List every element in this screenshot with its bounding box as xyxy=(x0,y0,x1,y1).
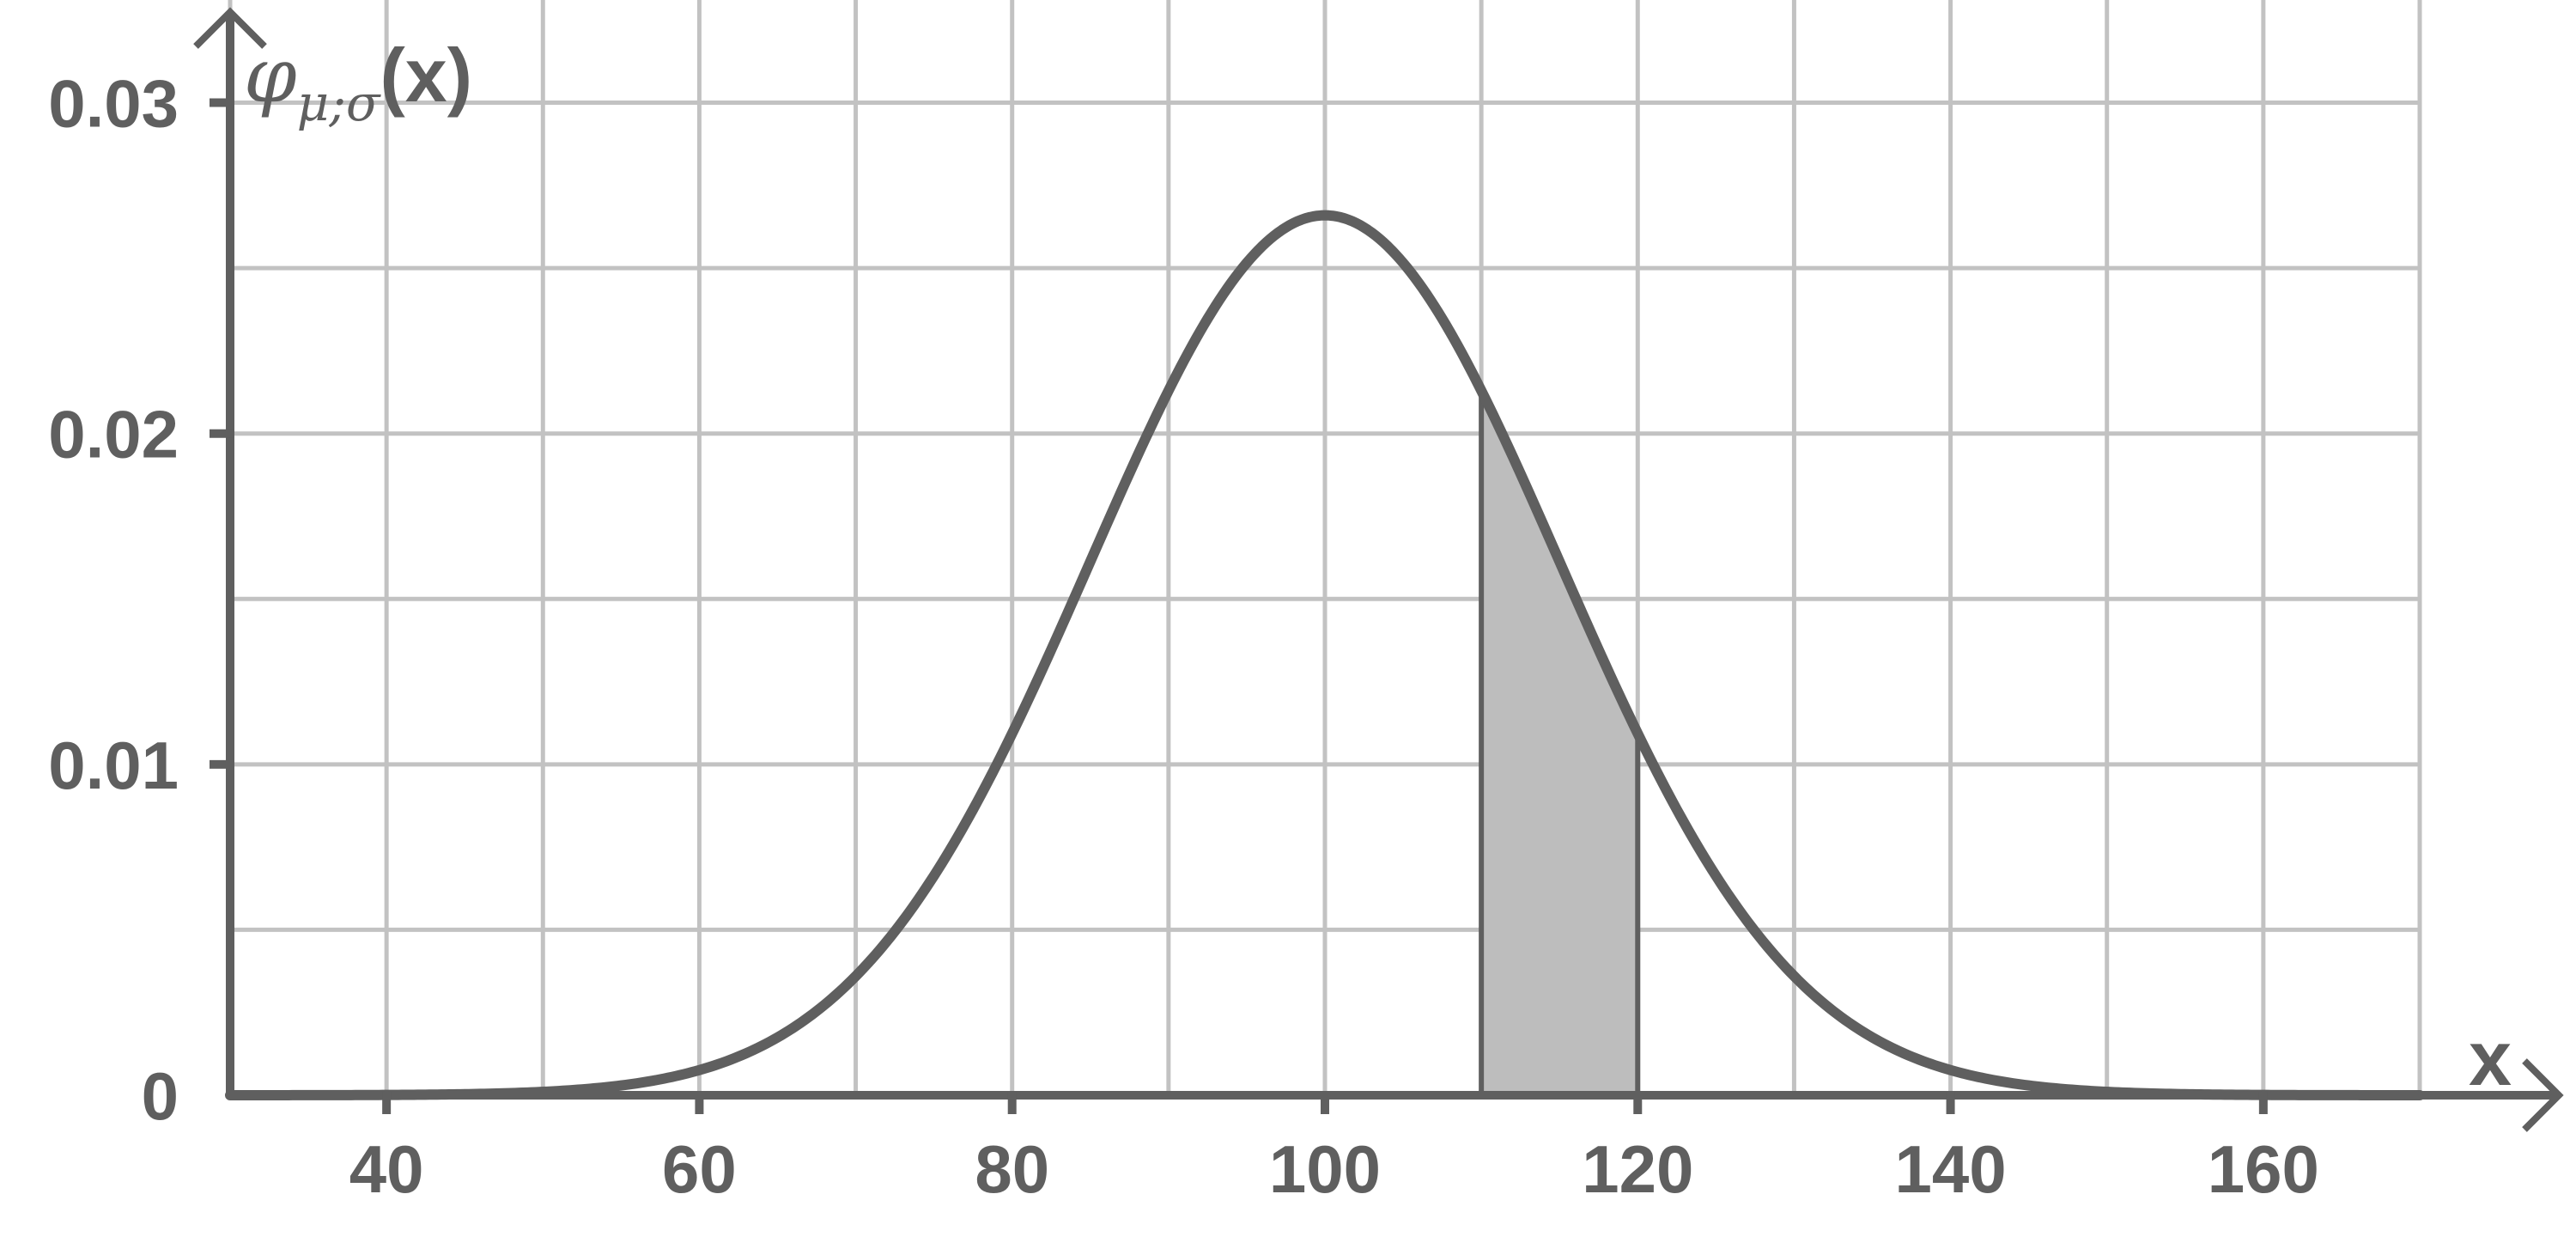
y-axis-arrow xyxy=(193,7,267,49)
x-tick-label: 60 xyxy=(662,1131,737,1207)
x-tick-label: 140 xyxy=(1895,1131,2007,1207)
axes xyxy=(193,7,2564,1132)
x-tick-label: 100 xyxy=(1269,1131,1381,1207)
x-tick-label: 80 xyxy=(975,1131,1049,1207)
density-curve xyxy=(225,210,2425,1100)
y-tick-label: 0 xyxy=(142,1058,179,1134)
x-tick-label: 120 xyxy=(1582,1131,1693,1207)
curve-group xyxy=(225,210,2425,1100)
shaded-area xyxy=(1481,390,1638,1096)
labels: 40 60 80 100 120 140 160 0 0.01 0.02 0.03 x φμ;σ(x) xyxy=(48,31,2512,1207)
y-axis-label: φμ;σ(x) xyxy=(244,31,472,132)
shaded-area-group xyxy=(1479,390,1641,1096)
x-tick-label: 40 xyxy=(349,1131,424,1207)
y-tick-label: 0.03 xyxy=(48,66,179,142)
y-tick-label: 0.01 xyxy=(48,728,179,803)
x-axis-label: x xyxy=(2469,1016,2512,1102)
x-axis-arrow xyxy=(2522,1058,2564,1132)
x-tick-label: 160 xyxy=(2208,1131,2319,1207)
y-tick-label: 0.02 xyxy=(48,397,179,472)
grid xyxy=(228,0,2422,1095)
